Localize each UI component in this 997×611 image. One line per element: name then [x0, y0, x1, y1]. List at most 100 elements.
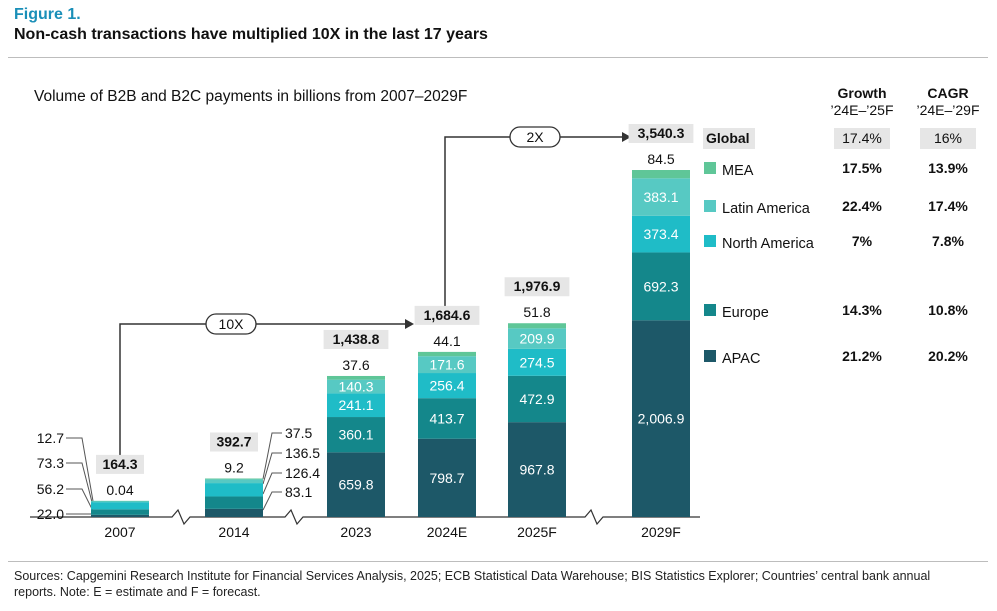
cagr-header: CAGR: [927, 85, 968, 101]
bar-2007-latin-america: [91, 500, 149, 503]
total-box-2024e: [414, 305, 480, 325]
cagr-value-global: 16%: [934, 130, 962, 146]
total-box-2014: [210, 432, 258, 452]
total-box-2029f: [628, 124, 694, 144]
x-tick-2025f: 2025F: [517, 524, 557, 540]
data-label-2014-apac: 83.1: [285, 484, 312, 500]
growth-global-box: [834, 128, 890, 149]
bar-2007-apac: [91, 514, 149, 517]
bar-2024e-mea: [418, 351, 476, 357]
cagr-value-north-america: 7.8%: [932, 233, 964, 249]
data-label-2025f-north-america: 274.5: [519, 354, 554, 370]
data-label-2007-mea: 0.04: [106, 482, 133, 498]
total-label-2014: 392.7: [216, 434, 251, 450]
total-box-2025f: [504, 277, 570, 297]
data-label-2007-north-america: 73.3: [37, 455, 64, 471]
cagr-global-box: [920, 128, 976, 149]
bar-2023-apac: [327, 452, 385, 517]
data-label-2023-apac: 659.8: [338, 477, 373, 493]
legend-label-global: Global: [706, 130, 750, 146]
figure-label: Figure 1.: [14, 6, 81, 23]
bar-2025f-mea: [508, 323, 566, 329]
growth-value-mea: 17.5%: [842, 160, 882, 176]
cagr-value-europe: 10.8%: [928, 302, 968, 318]
cagr-value-mea: 13.9%: [928, 160, 968, 176]
figure-title: Non-cash transactions have multiplied 10…: [14, 26, 488, 43]
legend-label-europe: Europe: [722, 305, 769, 321]
data-label-2024e-europe: 413.7: [429, 410, 464, 426]
bar-2024e-europe: [418, 398, 476, 439]
data-label-2025f-apac: 967.8: [519, 462, 554, 478]
legend-swatch-mea: [704, 162, 716, 174]
bar-2014-europe: [205, 496, 263, 509]
legend-label-mea: MEA: [722, 163, 754, 179]
cagr-value-apac: 20.2%: [928, 348, 968, 364]
bar-2024e-latin-america: [418, 356, 476, 374]
legend-swatch-latin-america: [704, 200, 716, 212]
bar-2029f-north-america: [632, 215, 690, 253]
data-label-2023-latin-america: 140.3: [338, 379, 373, 395]
data-label-2029f-mea: 84.5: [647, 151, 674, 167]
bar-2023-latin-america: [327, 379, 385, 394]
data-label-2025f-mea: 51.8: [523, 304, 550, 320]
data-label-2023-europe: 360.1: [338, 427, 373, 443]
legend-label-latin-america: Latin America: [722, 201, 811, 217]
bar-2029f-mea: [632, 170, 690, 179]
data-label-2007-latin-america: 12.7: [37, 430, 64, 446]
growth-header-period: ’24E–’25F: [830, 102, 893, 118]
legend-swatch-apac: [704, 350, 716, 362]
pill-2x-label: 2X: [526, 129, 544, 145]
data-label-2029f-europe: 692.3: [643, 278, 678, 294]
bar-2014-latin-america: [205, 479, 263, 484]
bar-2023-mea: [327, 375, 385, 380]
data-label-2024e-north-america: 256.4: [429, 378, 464, 394]
pill-10x: [205, 313, 257, 335]
total-label-2007: 164.3: [102, 456, 137, 472]
legend-global-box: [703, 128, 755, 149]
bar-2029f-europe: [632, 252, 690, 321]
bar-2023-north-america: [327, 393, 385, 418]
data-label-2024e-apac: 798.7: [429, 470, 464, 486]
x-tick-2029f: 2029F: [641, 524, 681, 540]
data-label-2014-mea: 9.2: [224, 460, 244, 476]
arrowhead-10x: [405, 319, 414, 329]
legend-label-north-america: North America: [722, 236, 815, 252]
data-label-2024e-mea: 44.1: [433, 333, 460, 349]
growth-value-latin-america: 22.4%: [842, 198, 882, 214]
pill-2x: [509, 126, 561, 148]
data-label-2007-europe: 56.2: [37, 481, 64, 497]
chart-frame: [8, 57, 988, 562]
bar-2007-europe: [91, 509, 149, 515]
x-tick-2023: 2023: [340, 524, 371, 540]
cagr-value-latin-america: 17.4%: [928, 198, 968, 214]
bar-2029f-apac: [632, 320, 690, 517]
x-axis-baseline: [30, 508, 700, 526]
data-label-2014-north-america: 136.5: [285, 445, 320, 461]
bar-2007-north-america: [91, 502, 149, 510]
growth-arrows: [119, 136, 622, 455]
chart-title: Volume of B2B and B2C payments in billio…: [34, 88, 467, 105]
data-label-2025f-europe: 472.9: [519, 391, 554, 407]
bar-2025f-apac: [508, 422, 566, 517]
data-label-2029f-latin-america: 383.1: [643, 189, 678, 205]
growth-header: Growth: [838, 85, 887, 101]
legend-swatch-north-america: [704, 235, 716, 247]
data-label-2023-north-america: 241.1: [338, 397, 373, 413]
arrowhead-2x: [622, 132, 631, 142]
data-label-2014-latin-america: 37.5: [285, 425, 312, 441]
total-label-2024e: 1,684.6: [424, 307, 471, 323]
bar-2029f-latin-america: [632, 178, 690, 216]
total-box-2023: [323, 329, 389, 349]
bar-2024e-north-america: [418, 373, 476, 399]
growth-value-north-america: 7%: [852, 233, 873, 249]
data-label-2029f-apac: 2,006.9: [638, 411, 685, 427]
data-label-2029f-north-america: 373.4: [643, 226, 678, 242]
x-tick-2014: 2014: [218, 524, 249, 540]
growth-value-apac: 21.2%: [842, 348, 882, 364]
growth-value-global: 17.4%: [842, 130, 882, 146]
source-note: Sources: Capgemini Research Institute fo…: [14, 569, 931, 599]
legend-swatch-europe: [704, 304, 716, 316]
total-box-2007: [96, 454, 144, 474]
total-label-2025f: 1,976.9: [514, 278, 561, 294]
